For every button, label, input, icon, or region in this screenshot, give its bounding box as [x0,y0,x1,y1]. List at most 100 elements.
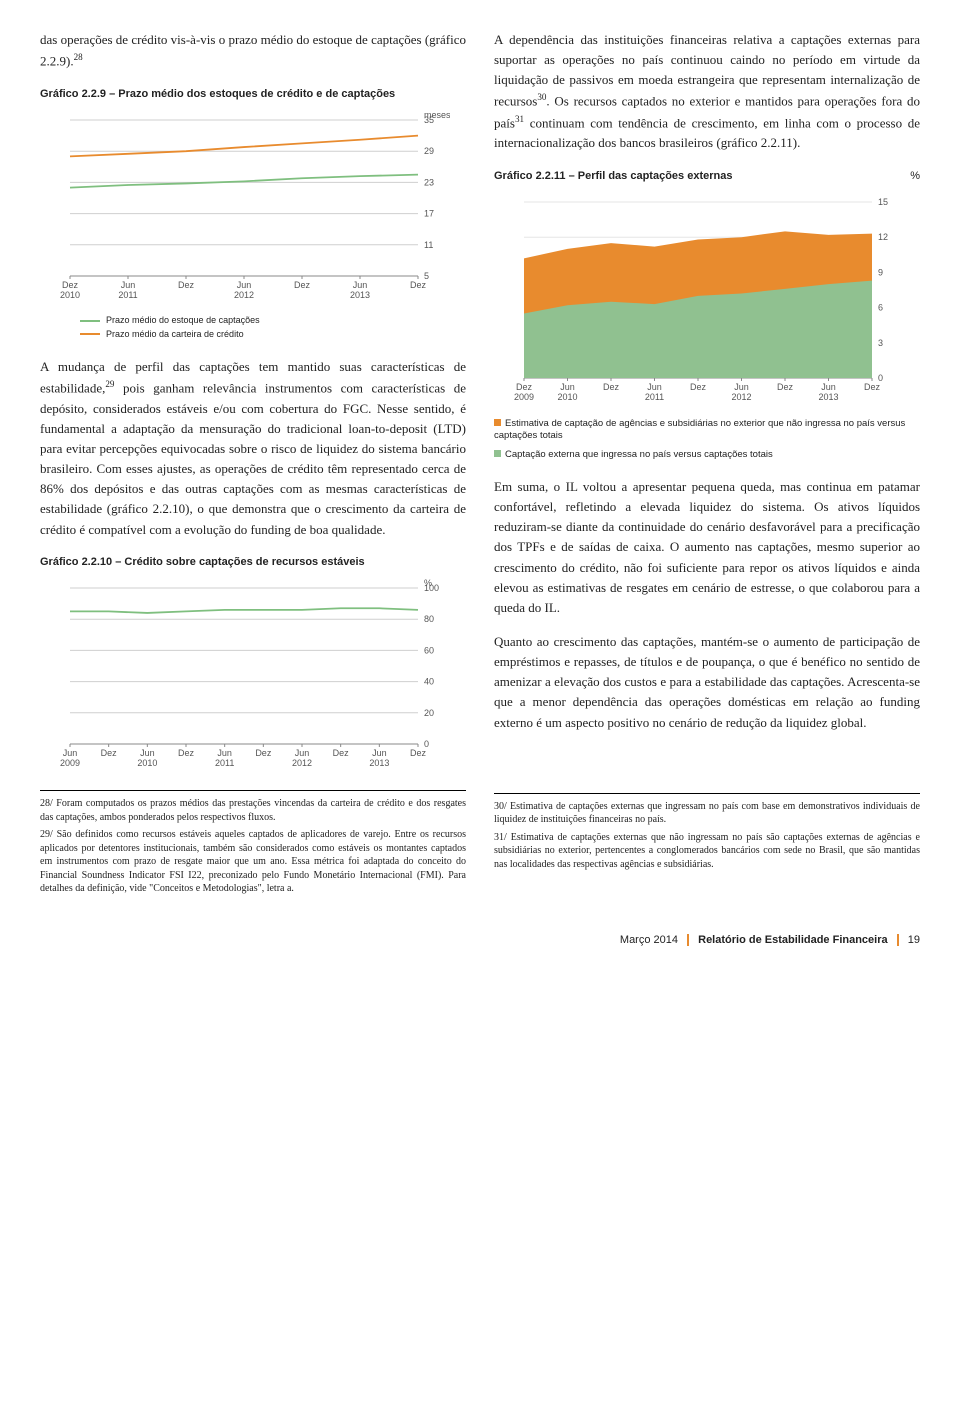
svg-text:15: 15 [878,197,888,207]
svg-text:9: 9 [878,267,883,277]
svg-text:12: 12 [878,232,888,242]
chart-229-svg: 51117232935mesesDez2010Jun2011DezJun2012… [40,106,450,306]
svg-text:Dez: Dez [178,280,195,290]
footer-divider-icon [897,934,899,946]
svg-text:29: 29 [424,146,434,156]
svg-text:Jun: Jun [372,748,387,758]
svg-text:2013: 2013 [369,758,389,768]
svg-text:Dez: Dez [333,748,350,758]
chart-2-2-11: Gráfico 2.2.11 – Perfil das captações ex… [494,168,920,462]
svg-text:Jun: Jun [821,382,836,392]
svg-text:Jun: Jun [560,382,575,392]
svg-text:60: 60 [424,646,434,656]
svg-text:Dez: Dez [864,382,881,392]
svg-text:Jun: Jun [295,748,310,758]
svg-text:2012: 2012 [731,392,751,402]
svg-text:2013: 2013 [350,290,370,300]
footer-title: Relatório de Estabilidade Financeira [698,934,888,946]
svg-text:Dez: Dez [62,280,79,290]
svg-text:Dez: Dez [178,748,195,758]
svg-text:2012: 2012 [234,290,254,300]
chart-2211-legend: Estimativa de captação de agências e sub… [494,418,920,461]
legend-swatch-green [80,320,100,322]
svg-text:Jun: Jun [734,382,749,392]
footnote-29: 29/ São definidos como recursos estáveis… [40,828,466,896]
svg-text:17: 17 [424,209,434,219]
right-column: A dependência das instituições financeir… [494,30,920,900]
footnote-30: 30/ Estimativa de captações externas que… [494,800,920,827]
legend-swatch-green-icon [494,450,501,457]
svg-text:23: 23 [424,178,434,188]
right-para1: A dependência das instituições financeir… [494,30,920,154]
svg-text:40: 40 [424,677,434,687]
svg-text:3: 3 [878,338,883,348]
svg-text:Jun: Jun [217,748,232,758]
svg-text:2012: 2012 [292,758,312,768]
legend-211-orange-text: Estimativa de captação de agências e sub… [494,418,905,441]
svg-text:Jun: Jun [237,280,252,290]
legend-swatch-orange [80,333,100,335]
svg-text:Jun: Jun [140,748,155,758]
legend-211-orange: Estimativa de captação de agências e sub… [494,418,920,443]
two-column-layout: das operações de crédito vis-à-vis o pra… [40,30,920,900]
footnote-31: 31/ Estimativa de captações externas que… [494,831,920,872]
page-footer: Março 2014 Relatório de Estabilidade Fin… [40,924,920,949]
svg-text:Jun: Jun [121,280,136,290]
legend-label-credito: Prazo médio da carteira de crédito [106,329,244,339]
svg-text:2009: 2009 [514,392,534,402]
legend-swatch-orange-icon [494,419,501,426]
chart-2211-title: Gráfico 2.2.11 – Perfil das captações ex… [494,168,732,185]
legend-row-captacoes: Prazo médio do estoque de captações [80,314,466,328]
svg-text:Dez: Dez [294,280,311,290]
left-column: das operações de crédito vis-à-vis o pra… [40,30,466,900]
footnote-28: 28/ Foram computados os prazos médios da… [40,797,466,824]
svg-text:Dez: Dez [410,280,427,290]
svg-text:2010: 2010 [557,392,577,402]
svg-text:2010: 2010 [60,290,80,300]
chart-2-2-9: Gráfico 2.2.9 – Prazo médio dos estoques… [40,86,466,342]
chart-2-2-10: Gráfico 2.2.10 – Crédito sobre captações… [40,554,466,775]
svg-text:Jun: Jun [63,748,78,758]
svg-text:2011: 2011 [645,392,664,402]
svg-text:Dez: Dez [255,748,272,758]
legend-row-credito: Prazo médio da carteira de crédito [80,328,466,342]
chart-229-legend: Prazo médio do estoque de captações Praz… [80,314,466,341]
svg-text:Dez: Dez [690,382,707,392]
svg-text:2013: 2013 [818,392,838,402]
left-para2: A mudança de perfil das captações tem ma… [40,357,466,540]
left-intro: das operações de crédito vis-à-vis o pra… [40,30,466,72]
chart-2211-unit: % [910,168,920,185]
svg-text:2009: 2009 [60,758,80,768]
svg-text:Dez: Dez [516,382,533,392]
fn31-ref: 31 [515,114,524,124]
svg-text:11: 11 [424,240,433,250]
svg-text:6: 6 [878,303,883,313]
left-footnotes: 28/ Foram computados os prazos médios da… [40,790,466,896]
right-para3: Quanto ao crescimento das captações, man… [494,632,920,733]
right-para2: Em suma, o IL voltou a apresentar pequen… [494,477,920,618]
svg-text:2010: 2010 [137,758,157,768]
right-para1-c: continuam com tendência de crescimento, … [494,115,920,150]
svg-text:%: % [424,578,432,588]
svg-text:80: 80 [424,614,434,624]
chart-2210-svg: 020406080100%Jun2009DezJun2010DezJun2011… [40,574,450,774]
chart-229-title: Gráfico 2.2.9 – Prazo médio dos estoques… [40,86,466,103]
svg-text:Dez: Dez [603,382,620,392]
svg-text:Jun: Jun [647,382,662,392]
legend-211-green: Captação externa que ingressa no país ve… [494,449,920,461]
footer-divider-icon [687,934,689,946]
svg-text:Jun: Jun [353,280,368,290]
left-intro-text: das operações de crédito vis-à-vis o pra… [40,32,466,68]
svg-text:Dez: Dez [101,748,118,758]
svg-text:2011: 2011 [215,758,234,768]
svg-text:20: 20 [424,708,434,718]
chart-2211-svg: 03691215Dez2009Jun2010DezJun2011DezJun20… [494,188,904,408]
footer-page: 19 [908,934,920,946]
svg-text:2011: 2011 [118,290,137,300]
svg-text:meses: meses [424,110,450,120]
left-para2-b: pois ganham relevância instrumentos com … [40,381,466,537]
right-footnotes: 30/ Estimativa de captações externas que… [494,793,920,872]
chart-2211-title-row: Gráfico 2.2.11 – Perfil das captações ex… [494,168,920,185]
svg-text:Dez: Dez [777,382,794,392]
legend-label-captacoes: Prazo médio do estoque de captações [106,315,260,325]
